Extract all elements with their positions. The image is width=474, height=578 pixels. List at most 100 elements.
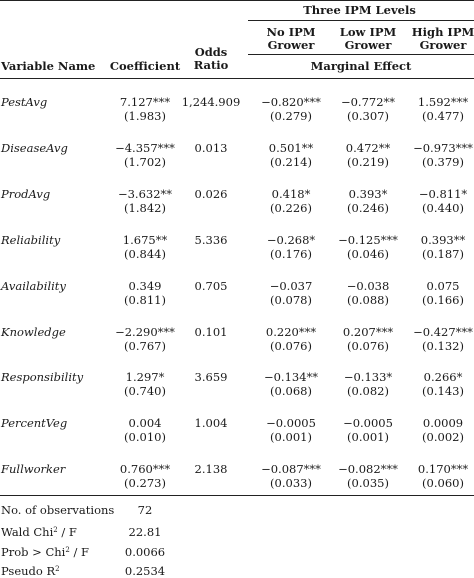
high-ipm-effect-std-error: (0.060) [422,476,464,490]
odds-ratio-value: 1,244.909 [181,95,241,109]
coefficient-value: −3.632** [117,187,173,201]
coefficient-value: −2.290*** [115,325,175,339]
no-ipm-effect-std-error: (0.033) [270,476,312,490]
coefficient-std-error: (0.767) [124,339,166,353]
coefficient-std-error: (0.740) [124,384,166,398]
odds-header-2: Ratio [193,58,229,72]
body-bottom-rule [0,495,474,496]
low-ipm-effect-std-error: (0.082) [347,384,389,398]
coefficient-std-error: (1.983) [124,109,166,123]
no-ipm-effect-std-error: (0.001) [270,430,312,444]
coefficient-value: 1.297* [125,370,165,384]
variable-name: PercentVeg [1,416,68,430]
high-ipm-effect-value: 0.0009 [422,416,464,430]
high-ipm-header-2: Grower [419,38,467,52]
low-ipm-effect-std-error: (0.001) [347,430,389,444]
low-ipm-effect-std-error: (0.307) [347,109,389,123]
no-ipm-effect-value: −0.820*** [261,95,321,109]
sub-rule [248,54,474,55]
high-ipm-effect-std-error: (0.002) [422,430,464,444]
high-ipm-effect-value: 1.592*** [417,95,469,109]
low-ipm-effect-value: −0.125*** [338,233,398,247]
low-ipm-effect-std-error: (0.076) [347,339,389,353]
no-ipm-effect-value: −0.087*** [261,462,321,476]
coefficient-std-error: (0.273) [124,476,166,490]
odds-ratio-value: 0.026 [194,187,228,201]
prob-label: Prob > Chi2 / F [1,545,89,559]
no-ipm-header-1: No IPM [266,25,316,39]
no-ipm-effect-std-error: (0.214) [270,155,312,169]
no-ipm-effect-value: 0.418* [271,187,311,201]
variable-name: Fullworker [1,462,66,476]
variable-name: Responsibility [1,370,84,384]
odds-ratio-value: 0.101 [194,325,228,339]
variable-name-header: Variable Name [1,59,96,73]
low-ipm-effect-std-error: (0.246) [347,201,389,215]
high-ipm-effect-std-error: (0.477) [422,109,464,123]
variable-name: DiseaseAvg [1,141,68,155]
low-ipm-effect-std-error: (0.088) [347,293,389,307]
group-rule [248,20,474,21]
wald-value: 22.81 [128,525,162,539]
variable-name: ProdAvg [1,187,51,201]
high-ipm-effect-std-error: (0.132) [422,339,464,353]
low-ipm-effect-value: −0.038 [346,279,390,293]
coefficient-std-error: (0.811) [124,293,166,307]
no-ipm-effect-value: 0.220*** [265,325,317,339]
no-ipm-effect-value: −0.037 [269,279,313,293]
no-ipm-effect-std-error: (0.176) [270,247,312,261]
low-ipm-effect-value: 0.472** [345,141,391,155]
low-ipm-header-1: Low IPM [339,25,397,39]
odds-ratio-value: 1.004 [194,416,228,430]
wald-label: Wald Chi2 / F [1,525,77,539]
high-ipm-effect-value: −0.973*** [413,141,473,155]
no-ipm-header-2: Grower [267,38,315,52]
high-ipm-effect-value: 0.170*** [417,462,469,476]
no-ipm-effect-std-error: (0.076) [270,339,312,353]
observations-value: 72 [137,503,153,517]
high-ipm-effect-std-error: (0.187) [422,247,464,261]
coefficient-value: 0.760*** [119,462,171,476]
odds-ratio-value: 2.138 [194,462,228,476]
high-ipm-effect-value: −0.427*** [413,325,473,339]
odds-ratio-value: 0.705 [194,279,228,293]
low-ipm-effect-std-error: (0.219) [347,155,389,169]
coefficient-value: −4.357*** [115,141,175,155]
variable-name: Knowledge [1,325,66,339]
high-ipm-effect-std-error: (0.166) [422,293,464,307]
low-ipm-effect-std-error: (0.035) [347,476,389,490]
top-rule [0,0,474,1]
coefficient-std-error: (0.010) [124,430,166,444]
no-ipm-effect-value: 0.501** [268,141,314,155]
header-bottom-rule [0,78,474,79]
low-ipm-effect-value: −0.0005 [343,416,393,430]
high-ipm-effect-std-error: (0.143) [422,384,464,398]
high-ipm-effect-std-error: (0.379) [422,155,464,169]
odds-ratio-value: 0.013 [194,141,228,155]
no-ipm-effect-std-error: (0.226) [270,201,312,215]
high-ipm-effect-value: 0.266* [423,370,463,384]
high-ipm-effect-value: 0.075 [426,279,460,293]
odds-ratio-value: 5.336 [194,233,228,247]
variable-name: Reliability [1,233,61,247]
prob-value: 0.0066 [124,545,166,559]
coefficient-value: 7.127*** [119,95,171,109]
coefficient-value: 0.349 [128,279,162,293]
variable-name: PestAvg [1,95,48,109]
low-ipm-effect-value: −0.133* [343,370,393,384]
low-ipm-effect-value: 0.207*** [342,325,394,339]
pseudo-r2-label: Pseudo R2 [1,564,60,578]
no-ipm-effect-std-error: (0.068) [270,384,312,398]
low-ipm-effect-value: 0.393* [348,187,388,201]
odds-header-1: Odds [194,45,228,59]
pseudo-r2-value: 0.2534 [124,564,166,578]
observations-label: No. of observations [1,503,115,517]
coefficient-value: 0.004 [128,416,162,430]
low-ipm-effect-value: −0.082*** [338,462,398,476]
high-ipm-effect-std-error: (0.440) [422,201,464,215]
coefficient-std-error: (0.844) [124,247,166,261]
odds-ratio-value: 3.659 [194,370,228,384]
coefficient-std-error: (1.702) [124,155,166,169]
no-ipm-effect-std-error: (0.078) [270,293,312,307]
